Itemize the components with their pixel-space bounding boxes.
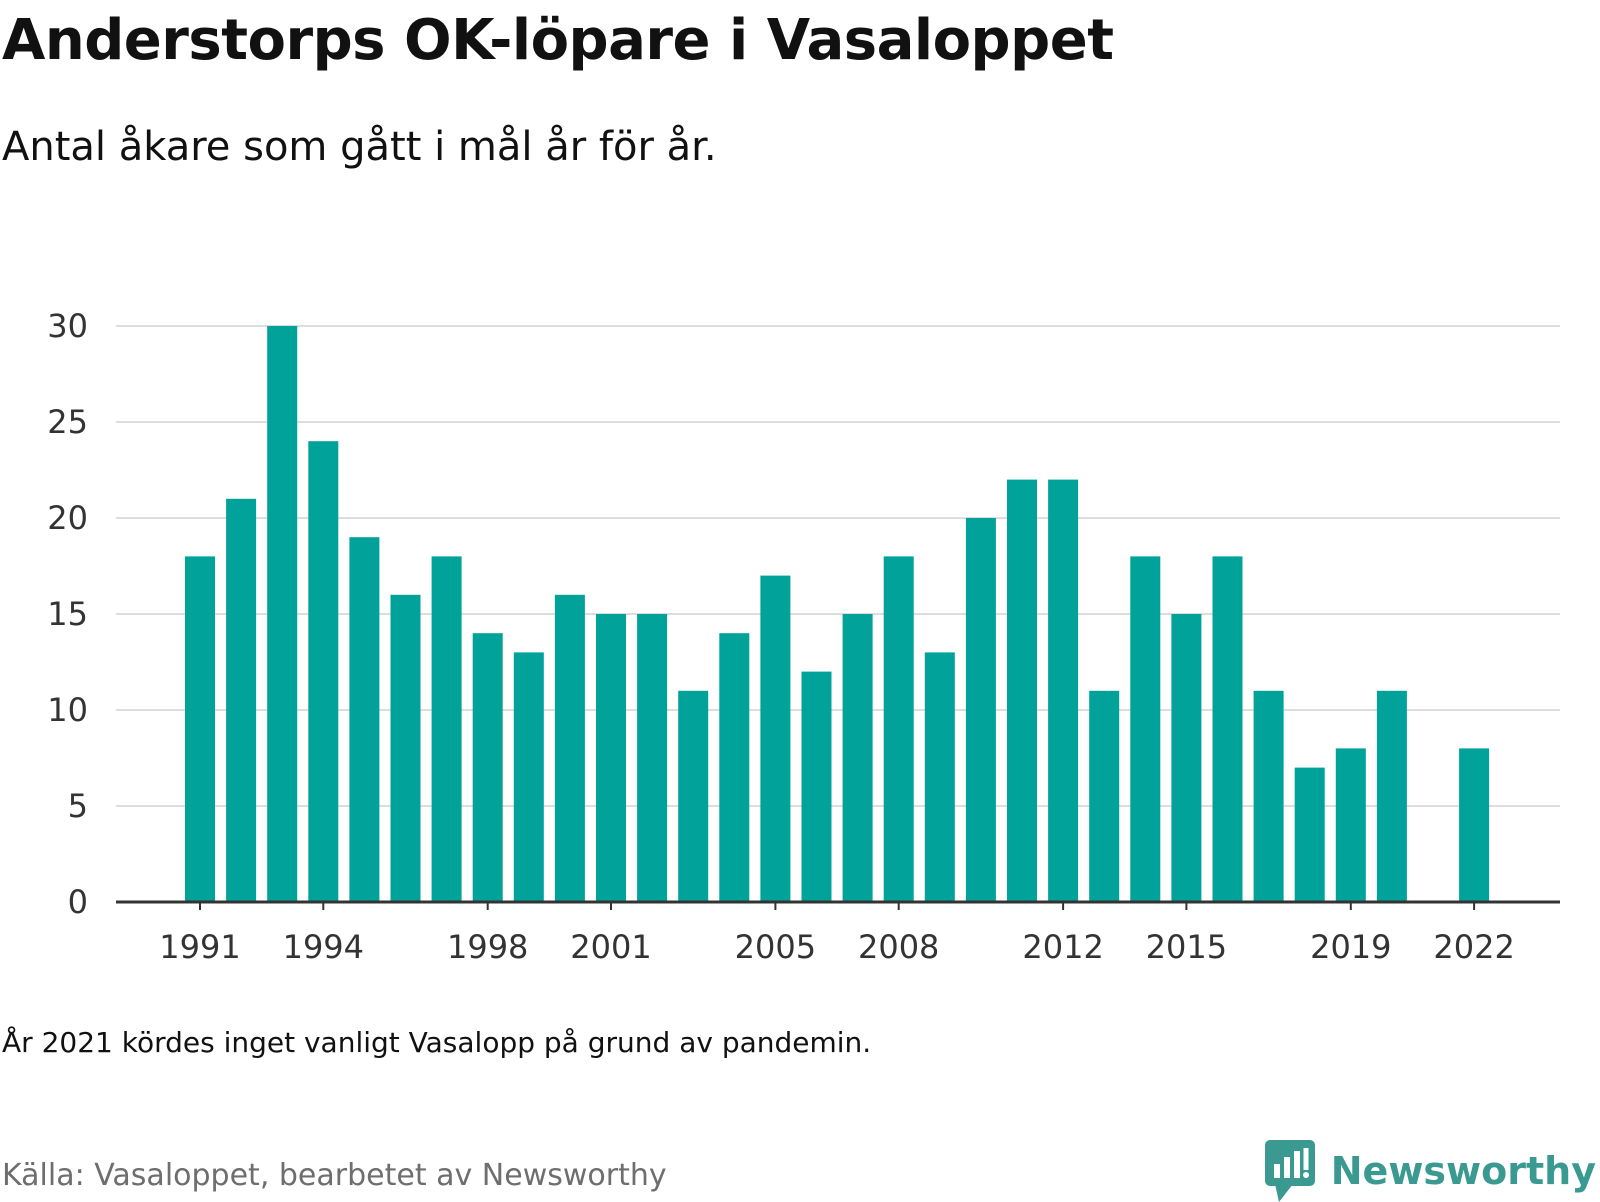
- bar: [390, 594, 421, 902]
- x-tick-label: 2008: [858, 928, 939, 966]
- footnote: År 2021 kördes inget vanligt Vasalopp på…: [2, 1026, 872, 1059]
- x-tick-label: 2015: [1146, 928, 1227, 966]
- x-tick-label: 2012: [1022, 928, 1103, 966]
- x-tick-label: 2019: [1310, 928, 1391, 966]
- x-tick-label: 1994: [283, 928, 364, 966]
- bars: [185, 326, 1490, 902]
- bar: [883, 556, 914, 902]
- bar: [349, 537, 380, 902]
- bar: [965, 518, 996, 902]
- brand-name: Newsworthy: [1330, 1149, 1596, 1193]
- brand-logo: Newsworthy: [1264, 1140, 1596, 1202]
- bar: [1130, 556, 1161, 902]
- bar: [1007, 479, 1037, 902]
- y-tick-label: 20: [47, 499, 88, 537]
- bar: [1294, 767, 1325, 902]
- bar: [1253, 690, 1284, 902]
- bar: [1048, 479, 1079, 902]
- bar: [554, 594, 585, 902]
- bar: [308, 441, 339, 902]
- bar: [1089, 690, 1120, 902]
- bar: [678, 690, 709, 902]
- x-tick-label: 1998: [447, 928, 528, 966]
- bar: [1459, 748, 1490, 902]
- bar: [1376, 690, 1407, 902]
- source-credit: Källa: Vasaloppet, bearbetet av Newswort…: [2, 1158, 667, 1193]
- y-tick-label: 0: [68, 883, 88, 921]
- bar: [760, 575, 791, 902]
- x-axis-ticks: 1991 1994 1998 2001 2005 2008 2012 2015 2019 2022: [159, 902, 1515, 966]
- newsworthy-logo-icon: [1264, 1140, 1315, 1202]
- bar: [431, 556, 462, 902]
- chart-subtitle: Antal åkare som gått i mål år för år.: [2, 124, 717, 170]
- bar: [1212, 556, 1243, 902]
- y-axis-ticks: 0 5 10 15 20 25 30: [47, 307, 88, 921]
- y-tick-label: 25: [47, 403, 88, 441]
- bar: [185, 556, 215, 902]
- x-tick-label: 2005: [735, 928, 816, 966]
- bar: [924, 652, 955, 902]
- x-tick-label: 2022: [1433, 928, 1514, 966]
- bar: [842, 614, 873, 902]
- bar: [719, 633, 750, 902]
- bar: [1335, 748, 1366, 902]
- y-tick-label: 10: [47, 691, 88, 729]
- y-tick-label: 5: [68, 787, 88, 825]
- bar: [472, 633, 503, 902]
- bar: [513, 652, 544, 902]
- bar: [1171, 614, 1202, 902]
- chart-title: Anderstorps OK-löpare i Vasaloppet: [2, 8, 1114, 73]
- y-tick-label: 30: [47, 307, 88, 345]
- bar: [267, 326, 298, 902]
- x-tick-label: 1991: [159, 928, 240, 966]
- x-tick-label: 2001: [570, 928, 651, 966]
- bar: [801, 671, 832, 902]
- bar: [637, 614, 668, 902]
- bar: [596, 614, 626, 902]
- bar-chart: 0 5 10 15 20 25 30 1991 1994 1998 2001 2005 2008 201…: [47, 307, 1560, 966]
- bar: [226, 498, 257, 902]
- y-tick-label: 15: [47, 595, 88, 633]
